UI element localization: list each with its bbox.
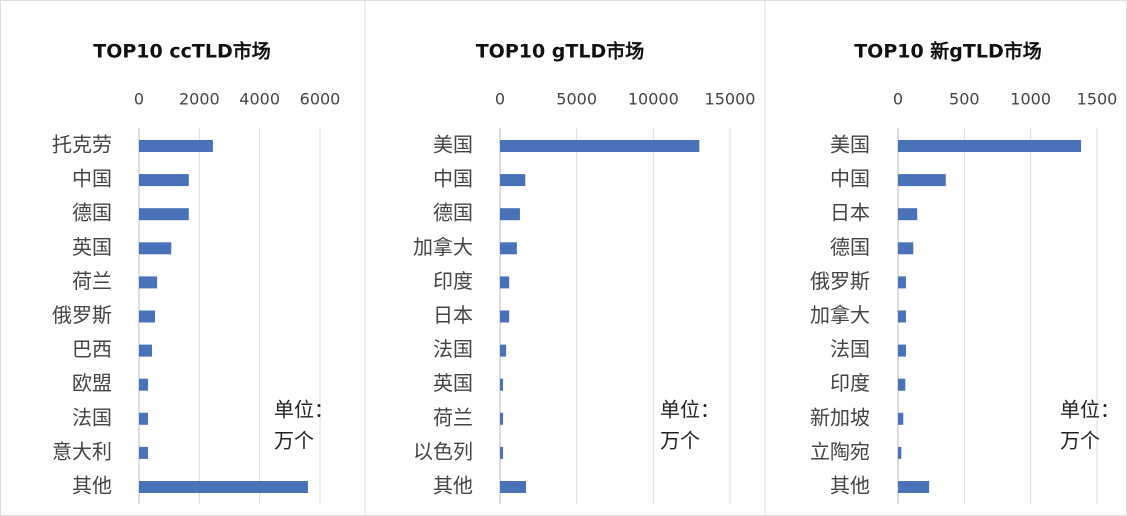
x-tick-label: 500: [949, 90, 980, 109]
bar: [139, 412, 149, 425]
x-tick-label: 10000: [628, 90, 679, 109]
category-label: 日本: [433, 303, 473, 327]
category-label: 中国: [72, 167, 112, 191]
category-label: 意大利: [52, 439, 112, 463]
bar: [898, 174, 946, 187]
category-label: 荷兰: [433, 405, 473, 429]
category-label: 加拿大: [810, 303, 870, 327]
bar: [139, 174, 189, 187]
category-label: 加拿大: [413, 235, 473, 259]
chart-title: TOP10 新gTLD市场: [854, 40, 1042, 63]
bar: [898, 242, 914, 255]
bar: [898, 481, 930, 493]
annotation: 单位：: [274, 398, 334, 422]
x-tick-label: 15000: [705, 90, 756, 109]
category-label: 俄罗斯: [52, 303, 112, 327]
bar: [500, 412, 504, 425]
bar: [898, 276, 906, 289]
chart-title: TOP10 ccTLD市场: [93, 40, 270, 63]
category-label: 中国: [830, 167, 870, 191]
bar: [500, 276, 510, 289]
category-label: 德国: [433, 201, 473, 225]
bar: [139, 208, 189, 221]
bar: [898, 208, 918, 221]
bar: [898, 446, 902, 459]
category-label: 法国: [433, 337, 473, 361]
x-tick-label: 0: [134, 90, 144, 109]
bar: [139, 344, 152, 357]
bar: [898, 310, 906, 323]
bar: [139, 140, 213, 152]
annotation: 万个: [660, 429, 700, 453]
category-label: 英国: [72, 235, 112, 259]
chart-title: TOP10 gTLD市场: [476, 40, 645, 63]
category-label: 法国: [830, 337, 870, 361]
x-tick-label: 2000: [179, 90, 220, 109]
bar: [139, 446, 149, 459]
bar: [139, 242, 172, 255]
x-tick-label: 0: [495, 90, 505, 109]
category-label: 中国: [433, 167, 473, 191]
category-label: 美国: [830, 133, 870, 157]
category-label: 英国: [433, 371, 473, 395]
bar: [898, 412, 904, 425]
category-label: 日本: [830, 201, 870, 225]
x-tick-label: 5000: [556, 90, 597, 109]
bar: [500, 481, 527, 493]
bar: [898, 140, 1082, 152]
bar: [500, 140, 700, 152]
x-tick-label: 0: [893, 90, 903, 109]
category-label: 其他: [72, 474, 112, 498]
category-label: 巴西: [72, 337, 112, 361]
category-label: 印度: [830, 371, 870, 395]
category-label: 俄罗斯: [810, 269, 870, 293]
bar: [898, 378, 906, 391]
category-label: 欧盟: [72, 371, 112, 395]
bar: [500, 242, 517, 255]
category-label: 新加坡: [810, 405, 870, 429]
bar: [500, 446, 504, 459]
category-label: 其他: [433, 474, 473, 498]
x-tick-label: 1000: [1010, 90, 1051, 109]
category-label: 托克劳: [52, 133, 112, 157]
x-tick-label: 1500: [1077, 90, 1118, 109]
bar: [898, 344, 906, 357]
annotation: 单位：: [1060, 398, 1120, 422]
category-label: 其他: [830, 474, 870, 498]
bar: [500, 310, 510, 323]
bar: [500, 378, 504, 391]
category-label: 德国: [72, 201, 112, 225]
category-label: 荷兰: [72, 269, 112, 293]
category-label: 以色列: [413, 439, 473, 463]
category-label: 德国: [830, 235, 870, 259]
bar: [500, 208, 520, 221]
bar: [500, 174, 526, 187]
annotation: 万个: [1060, 429, 1100, 453]
x-tick-label: 4000: [239, 90, 280, 109]
annotation: 万个: [274, 429, 314, 453]
bar: [139, 310, 155, 323]
bar: [500, 344, 507, 357]
category-label: 美国: [433, 133, 473, 157]
category-label: 立陶宛: [810, 439, 870, 463]
category-label: 法国: [72, 405, 112, 429]
bar: [139, 481, 308, 493]
annotation: 单位：: [660, 398, 720, 422]
x-tick-label: 6000: [300, 90, 341, 109]
bar: [139, 276, 158, 289]
category-label: 印度: [433, 269, 473, 293]
bar: [139, 378, 149, 391]
